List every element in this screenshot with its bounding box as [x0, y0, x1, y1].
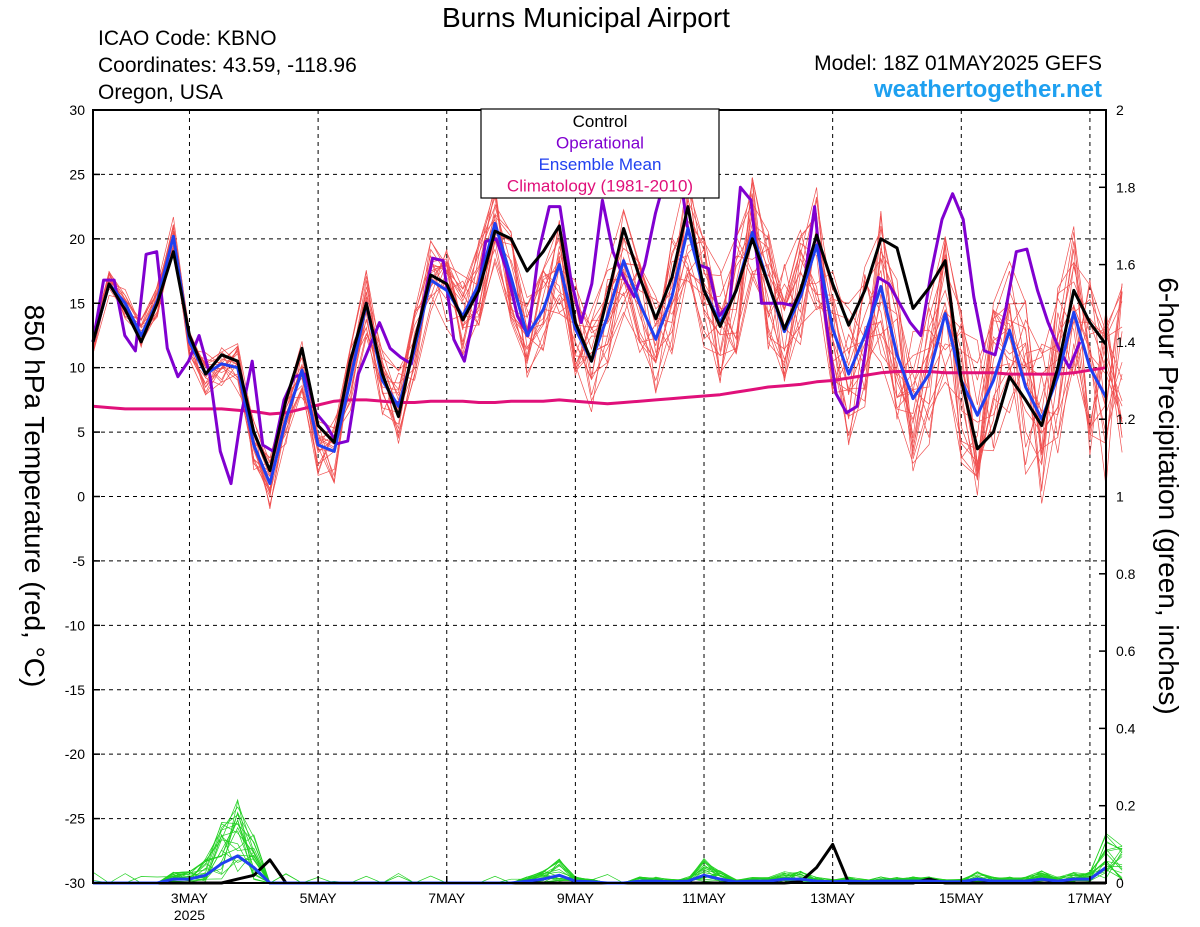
- y-tick-label: 10: [69, 360, 85, 376]
- x-tick-label: 9MAY: [557, 890, 595, 906]
- ensemble-precip-line: [92, 830, 1123, 884]
- y2-tick-label: 1: [1116, 489, 1124, 505]
- legend-entry: Operational: [556, 134, 644, 153]
- grid-lines: [93, 110, 1106, 883]
- y2-tick-label: 0.2: [1116, 798, 1136, 814]
- x-tick-label: 5MAY: [300, 890, 338, 906]
- x-tick-label: 3MAY: [171, 890, 209, 906]
- series-lines: [91, 149, 1108, 885]
- coordinates: Coordinates: 43.59, -118.96: [98, 54, 357, 77]
- region: Oregon, USA: [98, 81, 223, 104]
- y-tick-label: -15: [65, 682, 85, 698]
- ensemble-temp-line: [92, 200, 1123, 493]
- ensemble-members: [92, 168, 1123, 884]
- y-tick-label: -5: [73, 553, 86, 569]
- ensemble-temp-line: [92, 197, 1123, 478]
- y-tick-label: 20: [69, 231, 85, 247]
- x-tick-label: 7MAY: [428, 890, 466, 906]
- y-tick-label: -10: [65, 617, 85, 633]
- page-title: Burns Municipal Airport: [442, 2, 730, 33]
- y2-tick-label: 0.4: [1116, 720, 1136, 736]
- ensemble-precip-line: [93, 823, 1123, 884]
- ensemble-precip-line: [93, 799, 1123, 884]
- ensemble-precip-line: [93, 811, 1123, 884]
- ensemble-precip-line: [93, 819, 1123, 884]
- y2-tick-label: 1.6: [1116, 257, 1136, 273]
- x-tick-label: 15MAY: [939, 890, 985, 906]
- ensemble-temp-line: [92, 208, 1123, 490]
- model-run: Model: 18Z 01MAY2025 GEFS: [814, 52, 1102, 75]
- series-ensemble-mean: [91, 221, 1108, 486]
- series-operational: [91, 149, 1082, 486]
- y2-tick-label: 0.8: [1116, 566, 1136, 582]
- site-link[interactable]: weathertogether.net: [873, 76, 1102, 103]
- series-ensemble-mean-precipitation: [93, 854, 1107, 885]
- ensemble-precip-line: [93, 798, 1123, 884]
- y-tick-label: 0: [77, 489, 85, 505]
- y-tick-label: 15: [69, 295, 85, 311]
- series-climatology-1981-2010: [92, 366, 1107, 416]
- y2-tick-label: 1.4: [1116, 334, 1136, 350]
- y-tick-label: 25: [69, 166, 85, 182]
- y-tick-label: -25: [65, 811, 85, 827]
- y2-tick-label: 1.2: [1116, 411, 1136, 427]
- axis-ticks: 302520151050-5-10-15-20-25-3021.81.61.41…: [65, 102, 1136, 923]
- ensemble-temp-line: [92, 186, 1123, 509]
- x-tick-label: 17MAY: [1067, 890, 1113, 906]
- legend-entry: Control: [573, 112, 628, 131]
- legend-box: [480, 108, 720, 199]
- series-control: [91, 205, 1108, 473]
- y-tick-label: -30: [65, 875, 85, 891]
- y2-tick-label: 0.6: [1116, 643, 1136, 659]
- y-tick-label: 30: [69, 102, 85, 118]
- legend-entry: Climatology (1981-2010): [507, 177, 693, 196]
- y2-tick-label: 0: [1116, 875, 1124, 891]
- x-tick-sublabel: 2025: [174, 907, 205, 923]
- y-tick-label: -20: [65, 746, 85, 762]
- x-tick-label: 11MAY: [682, 890, 726, 906]
- ensemble-temp-line: [92, 182, 1123, 478]
- y-tick-label: 5: [77, 424, 85, 440]
- ensemble-temp-line: [92, 203, 1123, 491]
- ensemble-temp-line: [92, 178, 1123, 507]
- ensemble-precip-line: [93, 819, 1123, 884]
- ensemble-temp-line: [92, 206, 1123, 483]
- legend-entry: Ensemble Mean: [539, 155, 662, 174]
- icao-code: ICAO Code: KBNO: [98, 27, 277, 50]
- legend: Control Operational Ensemble Mean Climatolo…: [480, 108, 720, 199]
- y2-tick-label: 2: [1116, 102, 1124, 118]
- x-tick-label: 13MAY: [810, 890, 856, 906]
- y2-tick-label: 1.8: [1116, 179, 1136, 195]
